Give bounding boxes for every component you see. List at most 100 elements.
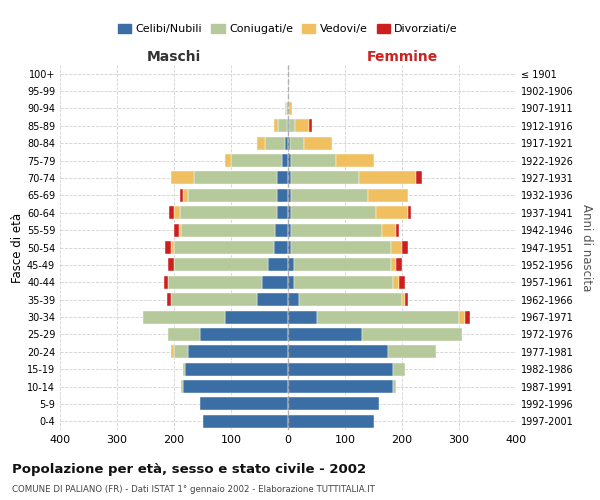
Bar xyxy=(226,154,231,167)
Text: Popolazione per età, sesso e stato civile - 2002: Popolazione per età, sesso e stato civil… xyxy=(12,462,366,475)
Bar xyxy=(285,102,286,115)
Bar xyxy=(188,189,277,202)
Bar xyxy=(287,120,288,132)
Bar xyxy=(288,224,291,236)
Bar xyxy=(459,310,465,324)
Bar xyxy=(200,328,288,341)
Bar xyxy=(291,189,368,202)
Bar xyxy=(164,276,168,289)
Bar xyxy=(274,241,288,254)
Bar xyxy=(171,172,194,184)
Text: Femmine: Femmine xyxy=(367,50,437,64)
Bar xyxy=(169,206,174,220)
Bar xyxy=(465,310,470,324)
Bar xyxy=(288,172,291,184)
Bar xyxy=(288,293,299,306)
Bar xyxy=(362,328,462,341)
Bar xyxy=(291,154,337,167)
Bar xyxy=(317,310,459,324)
Bar xyxy=(299,293,402,306)
Bar xyxy=(180,189,182,202)
Bar xyxy=(274,120,278,132)
Bar xyxy=(291,224,382,236)
Bar xyxy=(188,346,288,358)
Bar xyxy=(174,241,274,254)
Bar xyxy=(143,310,226,324)
Bar xyxy=(182,380,288,393)
Bar xyxy=(288,328,362,341)
Bar xyxy=(288,415,373,428)
Bar xyxy=(288,346,388,358)
Bar xyxy=(394,276,399,289)
Bar xyxy=(291,206,376,220)
Bar xyxy=(288,398,379,410)
Bar xyxy=(288,258,294,272)
Bar xyxy=(262,276,288,289)
Bar xyxy=(405,293,408,306)
Y-axis label: Fasce di età: Fasce di età xyxy=(11,212,24,282)
Bar xyxy=(268,258,288,272)
Bar xyxy=(376,206,408,220)
Bar xyxy=(168,258,174,272)
Bar xyxy=(283,154,288,167)
Bar xyxy=(391,258,397,272)
Bar xyxy=(166,241,171,254)
Bar xyxy=(203,415,288,428)
Bar xyxy=(277,206,288,220)
Bar xyxy=(288,362,394,376)
Bar xyxy=(257,293,288,306)
Bar xyxy=(174,258,268,272)
Bar xyxy=(171,346,174,358)
Bar xyxy=(289,102,292,115)
Bar xyxy=(337,154,373,167)
Bar xyxy=(194,172,277,184)
Bar xyxy=(277,189,288,202)
Bar xyxy=(288,380,394,393)
Bar xyxy=(288,310,317,324)
Bar xyxy=(388,346,436,358)
Legend: Celibi/Nubili, Coniugati/e, Vedovi/e, Divorziati/e: Celibi/Nubili, Coniugati/e, Vedovi/e, Di… xyxy=(113,20,463,39)
Bar xyxy=(181,380,182,393)
Bar xyxy=(231,154,283,167)
Bar xyxy=(168,328,200,341)
Bar xyxy=(277,172,288,184)
Bar xyxy=(171,293,257,306)
Bar xyxy=(399,276,405,289)
Bar xyxy=(294,258,391,272)
Bar xyxy=(174,206,180,220)
Bar xyxy=(180,206,277,220)
Bar xyxy=(309,120,312,132)
Bar xyxy=(226,310,288,324)
Bar xyxy=(288,189,291,202)
Text: Maschi: Maschi xyxy=(147,50,201,64)
Bar xyxy=(391,241,402,254)
Bar xyxy=(257,136,265,149)
Bar xyxy=(167,293,171,306)
Bar xyxy=(182,362,185,376)
Bar xyxy=(394,362,405,376)
Bar xyxy=(265,136,285,149)
Bar xyxy=(288,102,289,115)
Text: COMUNE DI PALIANO (FR) - Dati ISTAT 1° gennaio 2002 - Elaborazione TUTTITALIA.IT: COMUNE DI PALIANO (FR) - Dati ISTAT 1° g… xyxy=(12,485,375,494)
Bar xyxy=(397,224,399,236)
Bar xyxy=(288,120,289,132)
Bar xyxy=(288,206,291,220)
Bar xyxy=(278,120,287,132)
Y-axis label: Anni di nascita: Anni di nascita xyxy=(580,204,593,291)
Bar xyxy=(171,241,174,254)
Bar xyxy=(288,154,291,167)
Bar xyxy=(285,136,288,149)
Bar xyxy=(294,276,394,289)
Bar xyxy=(402,241,408,254)
Bar xyxy=(286,102,287,115)
Bar xyxy=(295,120,309,132)
Bar xyxy=(291,241,391,254)
Bar xyxy=(185,362,288,376)
Bar xyxy=(288,276,294,289)
Bar xyxy=(291,172,359,184)
Bar xyxy=(288,136,290,149)
Bar xyxy=(275,224,288,236)
Bar xyxy=(174,224,179,236)
Bar xyxy=(181,224,275,236)
Bar xyxy=(382,224,397,236)
